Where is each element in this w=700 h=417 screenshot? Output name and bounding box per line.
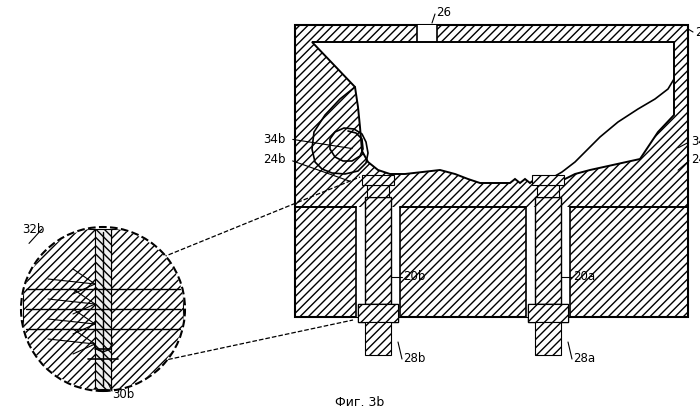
Polygon shape — [526, 207, 570, 317]
Polygon shape — [312, 42, 674, 183]
Polygon shape — [95, 229, 111, 389]
Text: 34b: 34b — [263, 133, 286, 146]
Polygon shape — [535, 322, 561, 355]
Polygon shape — [356, 207, 400, 317]
Polygon shape — [358, 304, 398, 322]
Polygon shape — [537, 185, 559, 197]
Text: 24b: 24b — [263, 153, 286, 166]
Text: 24a: 24a — [691, 153, 700, 166]
Polygon shape — [367, 185, 389, 197]
Polygon shape — [312, 42, 674, 183]
Polygon shape — [111, 229, 183, 389]
Text: 28a: 28a — [573, 352, 595, 365]
Polygon shape — [365, 322, 391, 355]
Text: Фиг. 3b: Фиг. 3b — [335, 396, 384, 409]
Text: 22: 22 — [695, 25, 700, 38]
Polygon shape — [365, 197, 391, 304]
Polygon shape — [535, 197, 561, 304]
Text: 20b: 20b — [403, 271, 426, 284]
Polygon shape — [362, 175, 394, 185]
Text: 20a: 20a — [573, 271, 595, 284]
Text: 30b: 30b — [112, 389, 134, 402]
Polygon shape — [532, 175, 564, 185]
Polygon shape — [417, 25, 437, 107]
Text: 34a: 34a — [691, 135, 700, 148]
Polygon shape — [295, 25, 688, 317]
Circle shape — [21, 227, 185, 391]
Text: 26: 26 — [436, 5, 451, 18]
Text: 32b: 32b — [22, 223, 44, 236]
Polygon shape — [528, 304, 568, 322]
Text: 28b: 28b — [403, 352, 426, 365]
Polygon shape — [23, 229, 95, 389]
Polygon shape — [358, 304, 398, 322]
Polygon shape — [528, 304, 568, 322]
